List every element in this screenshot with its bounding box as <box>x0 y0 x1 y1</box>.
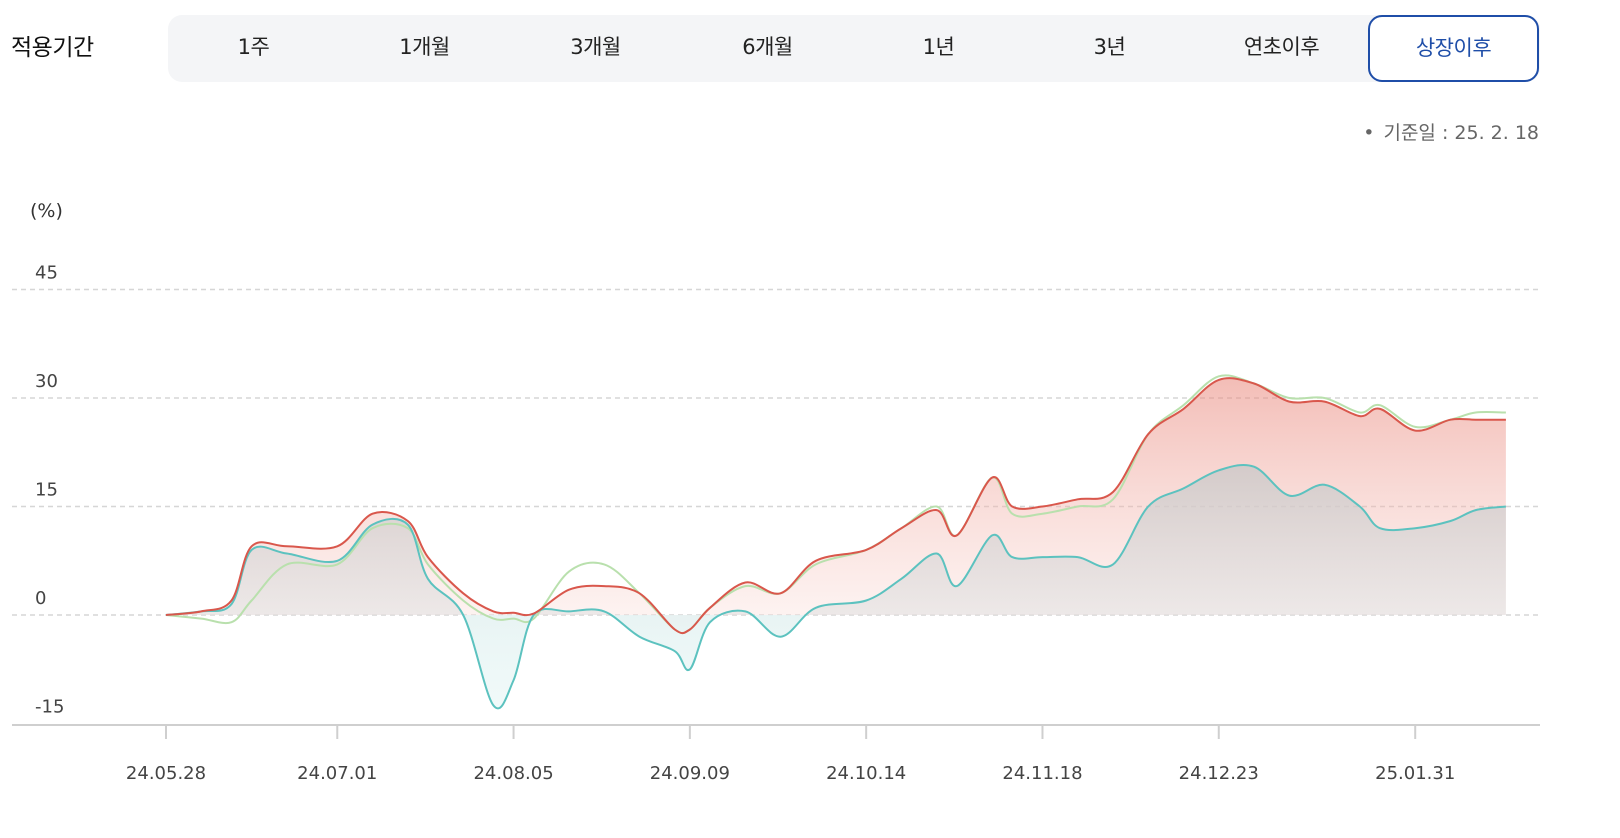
x-tick-label: 24.05.28 <box>126 763 206 784</box>
y-tick-label: 30 <box>35 371 58 392</box>
tab-1-year[interactable]: 1년 <box>922 35 955 59</box>
y-tick-label: -15 <box>35 697 64 718</box>
x-tick-label: 24.10.14 <box>826 763 906 784</box>
chart-lines <box>165 374 1507 710</box>
chart-areas <box>166 378 1506 709</box>
bullet-icon: • <box>1363 122 1375 144</box>
y-axis-ticks: 45 30 15 0 -15 <box>35 263 64 718</box>
x-tick-label: 25.01.31 <box>1375 763 1455 784</box>
y-axis-unit: (%) <box>30 200 63 222</box>
benchmark-line <box>165 374 1506 635</box>
x-tick-label: 24.08.05 <box>473 763 553 784</box>
tab-1-month[interactable]: 1개월 <box>399 35 450 59</box>
tab-since-listing[interactable]: 상장이후 <box>1368 15 1539 82</box>
fund-line <box>165 377 1506 635</box>
y-tick-label: 15 <box>35 480 58 501</box>
x-tick-label: 24.11.18 <box>1002 763 1082 784</box>
y-tick-label: 45 <box>35 263 58 284</box>
base-date: • 기준일 : 25. 2. 18 <box>1363 118 1539 145</box>
tab-6-months[interactable]: 6개월 <box>742 35 793 59</box>
x-tick-label: 24.09.09 <box>650 763 730 784</box>
tab-1-week[interactable]: 1주 <box>237 35 270 59</box>
period-label: 적용기간 <box>11 35 94 61</box>
x-tick-label: 24.12.23 <box>1179 763 1259 784</box>
index-negative-area <box>166 615 1506 709</box>
tab-3-months[interactable]: 3개월 <box>570 35 621 59</box>
tab-year-to-date[interactable]: 연초이후 <box>1243 35 1320 59</box>
y-tick-label: 0 <box>35 588 46 609</box>
tab-3-years[interactable]: 3년 <box>1093 35 1126 59</box>
base-date-text: 기준일 : 25. 2. 18 <box>1383 122 1539 144</box>
x-axis-ticks: 24.05.28 24.07.01 24.08.05 24.09.09 24.10.14… <box>126 726 1455 784</box>
period-tab-bar: 1주 1개월 3개월 6개월 1년 3년 연초이후 상장이후 <box>168 15 1540 82</box>
index-line <box>165 463 1507 710</box>
x-tick-label: 24.07.01 <box>297 763 377 784</box>
